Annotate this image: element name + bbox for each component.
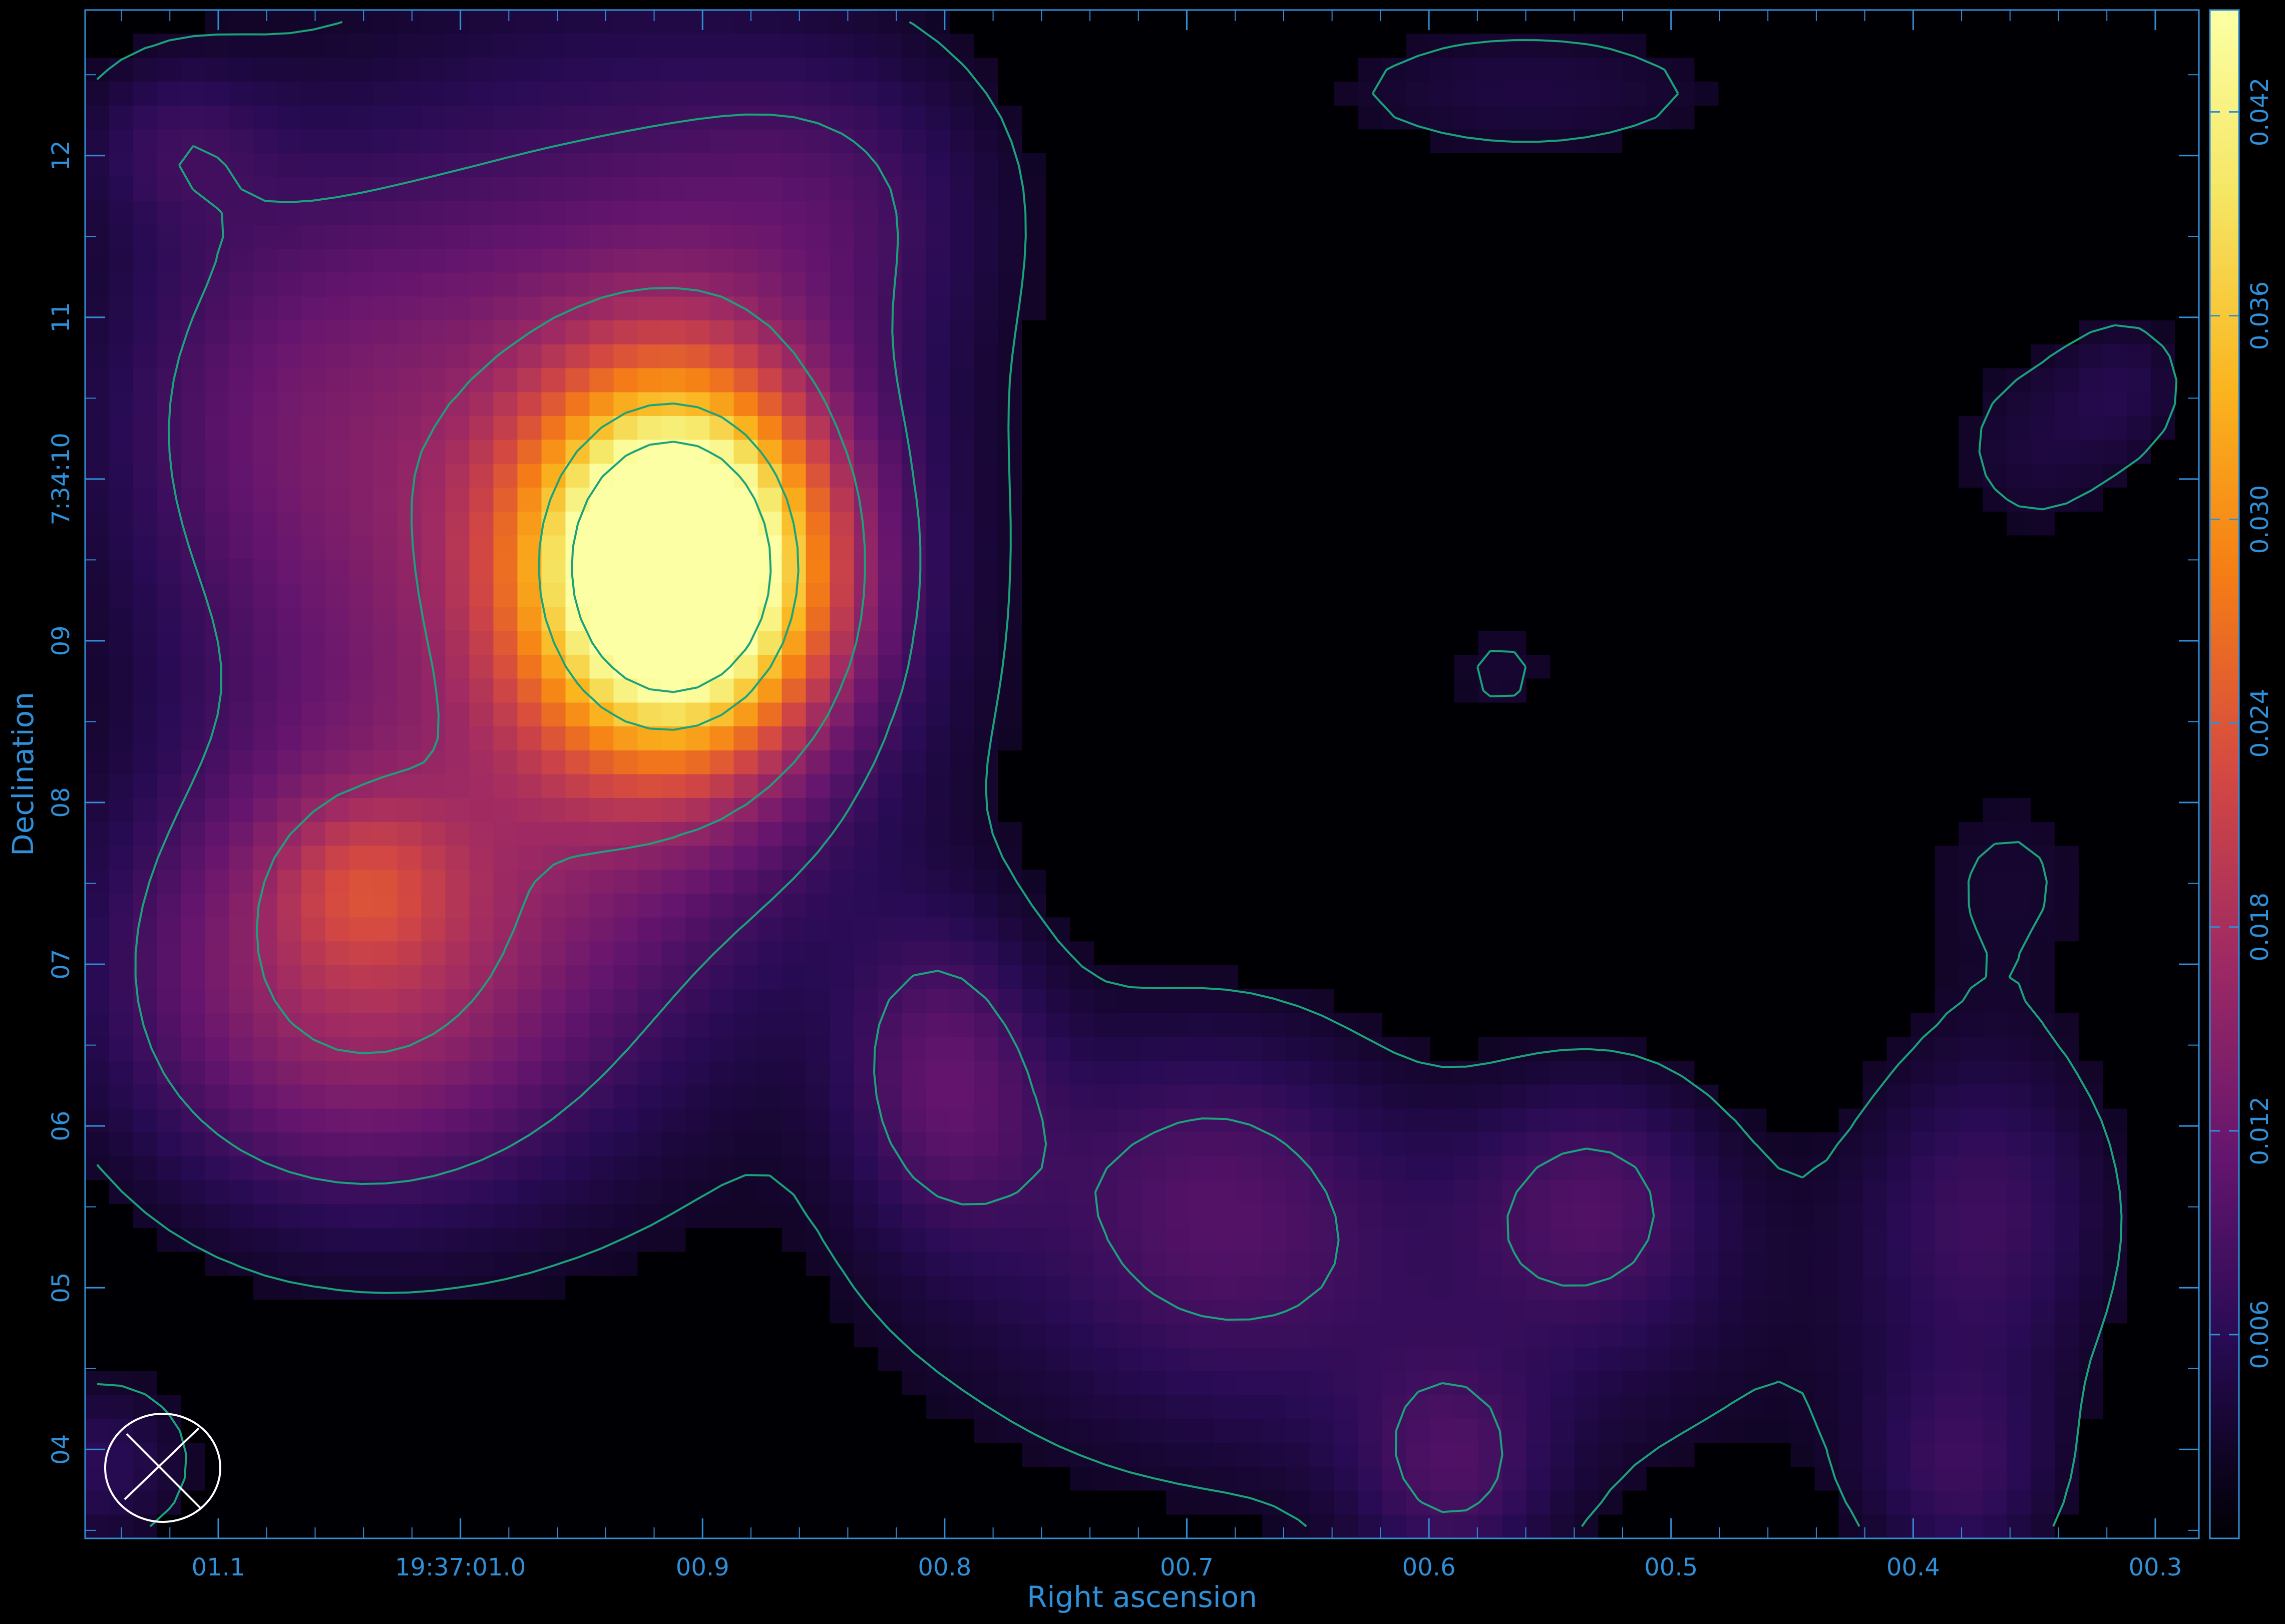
colorbar-tick-label: 0.012 — [2246, 1096, 2274, 1165]
x-tick-label: 00.4 — [1886, 1553, 1940, 1581]
y-tick-label: 04 — [47, 1434, 75, 1465]
y-tick-label: 09 — [47, 625, 75, 656]
contour-level-1 — [96, 21, 2178, 1527]
y-tick-label: 11 — [47, 302, 75, 332]
beam-axis-2 — [124, 1427, 200, 1500]
y-tick-label: 08 — [47, 787, 75, 818]
y-tick-label: 06 — [47, 1111, 75, 1141]
colorbar-tick-label: 0.018 — [2246, 893, 2274, 961]
colorbar-tick-label: 0.030 — [2246, 485, 2274, 554]
contour-level-3 — [255, 287, 866, 1054]
colorbar-gradient — [2210, 10, 2239, 1538]
contour-level-2 — [134, 113, 1655, 1513]
plot-frame — [84, 9, 2200, 1539]
plot-area — [85, 10, 2199, 1538]
x-tick-label: 01.1 — [192, 1553, 245, 1581]
colorbar-tick-label: 0.006 — [2246, 1300, 2274, 1369]
y-tick-label: 05 — [47, 1273, 75, 1303]
colorbar-tick-label: 0.024 — [2246, 689, 2274, 757]
contour-level-4 — [538, 402, 800, 731]
beam-outline — [104, 1413, 221, 1523]
x-tick-label: 00.8 — [918, 1553, 971, 1581]
x-tick-label: 00.3 — [2129, 1553, 2182, 1581]
colorbar-ticks: 0.006 0.012 0.018 0.024 0.030 0.036 0.042 — [2210, 78, 2274, 1369]
x-tick-label: 19:37:01.0 — [395, 1553, 526, 1581]
colorbar-tick-label: 0.042 — [2246, 78, 2274, 146]
y-axis: 04 05 06 07 08 09 7:34:10 11 12 — [47, 74, 2199, 1531]
x-axis-title: Right ascension — [1027, 1580, 1257, 1614]
colorbar-frame — [2209, 9, 2240, 1539]
y-tick-label: 12 — [47, 140, 75, 171]
x-tick-label: 00.6 — [1402, 1553, 1456, 1581]
contour-level-5 — [571, 441, 772, 693]
contour-group — [96, 21, 2178, 1527]
y-axis-title: Declination — [6, 692, 40, 856]
colorbar: 0.006 0.012 0.018 0.024 0.030 0.036 0.042 — [2209, 9, 2274, 1539]
intensity-heatmap — [85, 10, 2199, 1538]
x-tick-label: 00.9 — [676, 1553, 729, 1581]
x-tick-label: 00.5 — [1644, 1553, 1698, 1581]
y-tick-label: 07 — [47, 949, 75, 980]
colorbar-tick-label: 0.036 — [2246, 281, 2274, 350]
x-axis: 01.1 19:37:01.0 00.9 00.8 00.7 00.6 00.5 00.4 00… — [121, 10, 2182, 1581]
beam-axis-1 — [126, 1433, 202, 1509]
y-tick-label: 7:34:10 — [47, 433, 75, 525]
beam-ellipse — [104, 1413, 221, 1523]
x-tick-label: 00.7 — [1160, 1553, 1214, 1581]
